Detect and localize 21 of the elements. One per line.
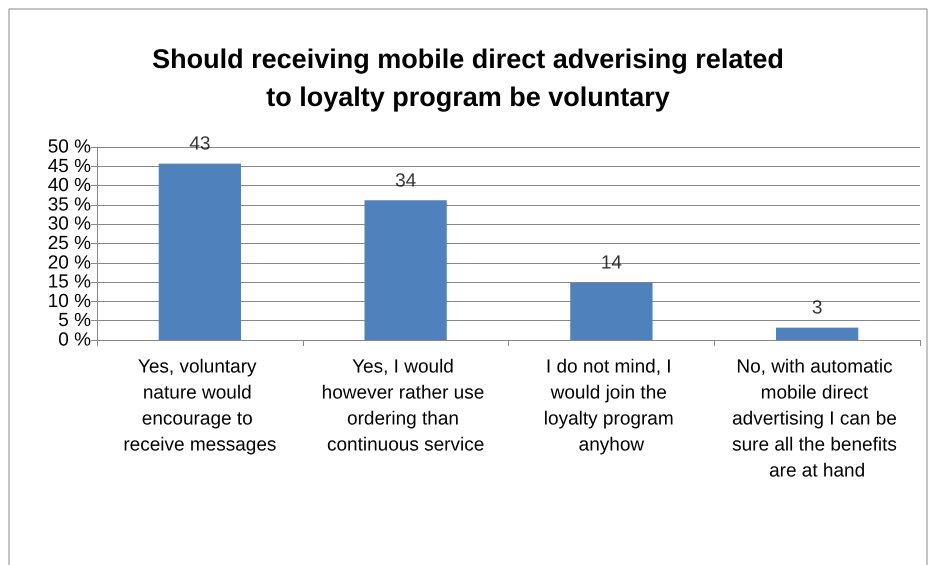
y-tick-label: 5 %	[58, 310, 92, 332]
y-tick-label: 35 %	[48, 194, 92, 216]
bar	[776, 328, 858, 340]
y-tick-label: 0 %	[58, 330, 92, 350]
bar	[364, 200, 447, 340]
annotation: 3	[812, 298, 822, 319]
y-tick-label: 25 %	[48, 233, 92, 254]
y-tick-label: 15 %	[48, 272, 92, 293]
x-tick-label: Yes, voluntary nature would encourage to receive messages	[123, 356, 276, 456]
bar	[158, 164, 242, 340]
y-tick-label: 10 %	[48, 290, 92, 312]
y-tick-label: 45 %	[48, 156, 92, 177]
x-tick-label: Yes, I would however rather use ordering than continuous service	[322, 356, 490, 456]
bar	[570, 282, 653, 340]
y-tick-label: 50 %	[48, 136, 92, 158]
x-tick-label: No, with automatic mobile direct advertising I can be sure all the benefits are at hand	[732, 356, 902, 482]
y-tick-label: 40 %	[48, 175, 92, 196]
y-tick-label: 20 %	[48, 252, 92, 274]
x-tick-label: I do not mind, I would join the loyalty program anyhow	[544, 356, 679, 456]
chart-title: Should receiving mobile direct adverising related to loyalty program be voluntary	[152, 44, 784, 112]
y-tick-label: 30 %	[48, 214, 92, 235]
